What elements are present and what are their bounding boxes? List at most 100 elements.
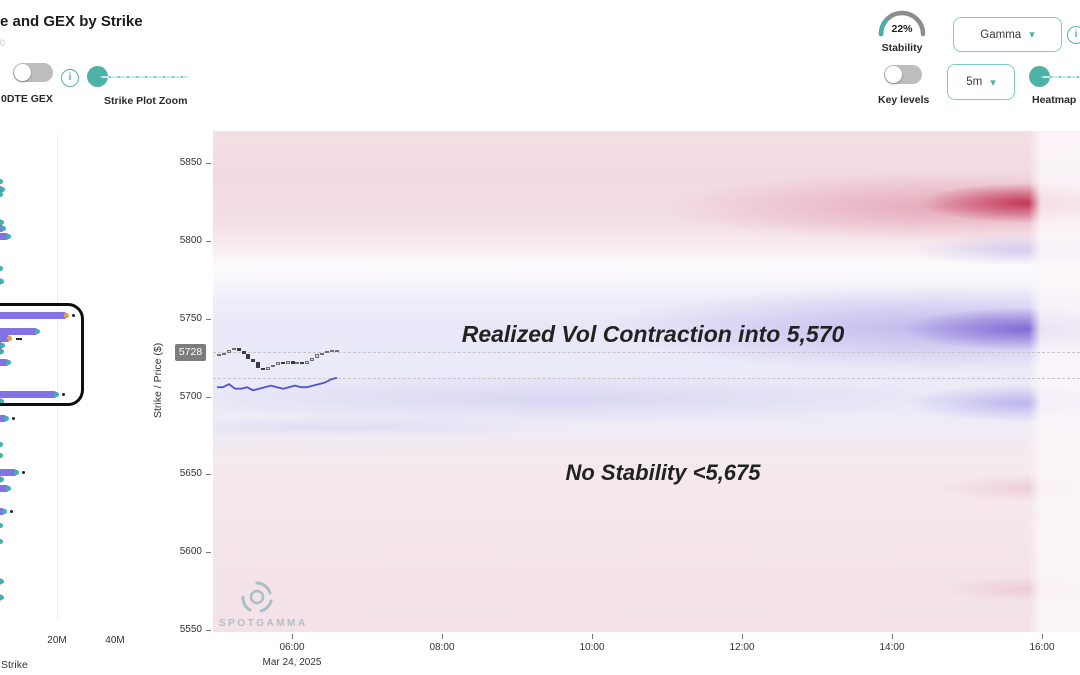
candle — [246, 354, 251, 360]
y-tick-mark — [206, 630, 211, 631]
gex-bar-tip — [0, 278, 5, 284]
gex-bar — [0, 224, 6, 232]
spotgamma-logo-icon — [241, 581, 273, 613]
gex-bar-marker — [10, 510, 14, 514]
gex-bar — [0, 475, 4, 483]
candle — [256, 362, 261, 369]
info-icon-right[interactable]: i — [1067, 26, 1080, 44]
gex-bar-marker — [15, 337, 22, 340]
gex-bar — [0, 508, 14, 516]
x-axis-date-label: Mar 24, 2025 — [262, 657, 322, 668]
page-title: e and GEX by Strike — [0, 13, 143, 30]
gex-bar-tip — [0, 186, 5, 192]
key-levels-toggle[interactable] — [884, 65, 922, 84]
y-tick-label: 5850 — [179, 157, 202, 168]
chevron-down-icon: ▾ — [1029, 29, 1035, 41]
odte-gex-toggle[interactable] — [13, 63, 53, 82]
gex-x-tick: 40M — [105, 635, 125, 646]
y-tick-label: 5600 — [179, 546, 202, 558]
gamma-dropdown[interactable]: Gamma ▾ — [953, 17, 1062, 52]
gex-bar — [0, 185, 5, 193]
y-tick-mark — [206, 396, 211, 398]
strike-plot-zoom-slider-handle[interactable] — [87, 66, 108, 87]
x-tick-label: 14:00 — [879, 642, 905, 653]
gex-bar — [0, 358, 12, 366]
gamma-heatmap-plot[interactable]: Realized Vol Contraction into 5,570 No S… — [213, 131, 1080, 632]
heatmap-slider-label: Heatmap — [1032, 94, 1077, 106]
x-tick-mark — [742, 634, 743, 639]
candle — [315, 354, 319, 358]
y-tick-label: 5750 — [179, 312, 202, 324]
gex-bar — [0, 218, 4, 226]
annotation-no-stability: No Stability <5,675 — [565, 460, 761, 485]
gex-bar-tip — [0, 342, 5, 348]
gex-by-strike-chart[interactable]: 20M 40M Strike — [0, 130, 145, 671]
gex-bar-tip — [0, 538, 4, 544]
timeframe-dropdown-value: 5m — [966, 76, 983, 88]
gex-bar — [0, 327, 41, 335]
gex-bar — [0, 277, 5, 285]
timeframe-dropdown[interactable]: 5m ▾ — [947, 64, 1015, 100]
gamma-dropdown-value: Gamma — [980, 28, 1022, 41]
key-level-line-5712 — [213, 378, 1080, 379]
gex-bar-tip — [0, 476, 4, 482]
stability-label: Stability — [881, 42, 923, 54]
gex-bar — [0, 347, 4, 355]
info-icon[interactable]: i — [61, 69, 79, 87]
candle — [261, 368, 266, 371]
candle — [290, 360, 295, 364]
gex-bar-tip — [4, 415, 10, 421]
gex-bar — [0, 190, 4, 198]
gex-bar-tip — [14, 470, 20, 476]
gex-bar-tip — [0, 266, 4, 272]
stability-value: 22% — [891, 23, 913, 35]
x-tick-label: 10:00 — [579, 642, 605, 653]
gridline — [57, 134, 58, 620]
gex-bar — [0, 484, 11, 492]
gex-bar-marker — [62, 393, 65, 397]
gex-bar — [0, 335, 22, 343]
y-tick-mark — [206, 240, 211, 242]
heatmap-slider-handle[interactable] — [1029, 66, 1050, 87]
gex-bar-tip — [0, 453, 4, 459]
x-tick-mark — [892, 634, 893, 639]
candle — [310, 357, 315, 361]
candle — [270, 365, 275, 368]
current-price-label: 5728 — [175, 344, 206, 361]
candle — [300, 362, 305, 365]
y-tick-label: 5800 — [179, 234, 202, 246]
gex-bar-tip — [0, 219, 4, 225]
gex-bar-tip — [35, 328, 41, 334]
gex-bar — [0, 441, 4, 449]
y-axis-title: Strike / Price ($) — [152, 342, 164, 418]
highlight-box — [0, 303, 84, 406]
y-tick-mark — [206, 163, 211, 164]
candle — [275, 362, 280, 366]
gex-bar-tip — [2, 509, 8, 515]
gauge-value-arc — [878, 10, 926, 37]
gex-bar — [0, 522, 4, 530]
gex-bar-tip — [6, 359, 12, 365]
candle — [334, 349, 339, 352]
gex-bar-tip — [0, 523, 4, 529]
candle — [236, 348, 241, 352]
x-tick-mark — [442, 634, 443, 639]
realized-vol-line — [217, 376, 338, 392]
gex-bar — [0, 341, 5, 349]
toggle-knob — [14, 64, 31, 81]
heatmap-slider-track[interactable] — [1041, 76, 1080, 78]
strike-plot-zoom-slider-track[interactable] — [100, 76, 188, 78]
candle — [295, 362, 300, 365]
x-tick-label: 12:00 — [729, 642, 755, 653]
candle — [280, 362, 285, 365]
key-level-line-5728 — [213, 352, 1080, 353]
gex-bar — [0, 452, 4, 460]
candle — [241, 351, 246, 355]
y-tick-label: 5700 — [179, 390, 202, 402]
candle — [231, 348, 236, 351]
candle — [217, 354, 221, 357]
candle — [305, 360, 310, 364]
page-subtitle: 0 — [0, 38, 6, 48]
gex-bar-tip — [0, 348, 4, 354]
